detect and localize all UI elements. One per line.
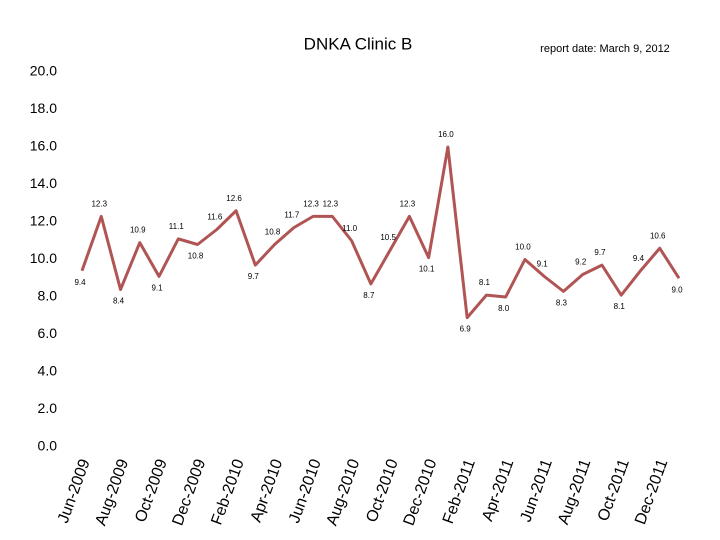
data-label: 8.4 [113, 297, 125, 306]
data-label: 12.3 [323, 199, 339, 208]
data-label: 12.3 [400, 199, 416, 208]
data-label: 8.1 [479, 278, 491, 287]
data-label: 12.3 [303, 199, 319, 208]
data-label: 9.4 [74, 278, 86, 287]
y-tick-label: 10.0 [30, 250, 57, 266]
data-label: 10.0 [515, 243, 531, 252]
x-tick-label: Feb-2011 [440, 457, 479, 526]
x-tick-label: Aug-2010 [324, 457, 364, 528]
data-label: 11.1 [169, 222, 185, 231]
data-label: 8.7 [363, 291, 375, 300]
data-label: 10.6 [650, 231, 666, 240]
y-tick-label: 2.0 [38, 400, 58, 416]
y-tick-label: 4.0 [38, 363, 58, 379]
x-tick-label: Feb-2010 [208, 457, 247, 527]
y-tick-label: 18.0 [30, 100, 57, 116]
x-tick-label: Apr-2010 [248, 457, 287, 525]
x-tick-label: Dec-2011 [632, 457, 671, 527]
y-tick-label: 20.0 [30, 63, 57, 79]
x-tick-label: Apr-2011 [479, 457, 517, 524]
data-label: 8.1 [614, 302, 626, 311]
data-label: 9.7 [248, 272, 260, 281]
data-label: 8.0 [498, 304, 510, 313]
x-tick-label: Oct-2010 [363, 457, 402, 525]
data-label: 10.8 [265, 228, 281, 237]
data-label: 10.1 [419, 265, 435, 274]
x-tick-label: Jun-2010 [286, 457, 325, 526]
x-tick-label: Dec-2009 [170, 457, 210, 528]
y-tick-label: 12.0 [30, 213, 57, 229]
data-label: 10.5 [380, 233, 396, 242]
data-label: 12.6 [226, 194, 242, 203]
x-tick-label: Oct-2009 [132, 457, 171, 525]
chart-title: DNKA Clinic B [304, 34, 413, 53]
x-tick-label: Jun-2009 [55, 457, 94, 526]
x-tick-label: Aug-2011 [555, 457, 594, 527]
data-label: 9.1 [151, 283, 163, 292]
x-tick-label: Jun-2011 [518, 457, 556, 524]
data-label: 11.0 [342, 224, 358, 233]
chart-subtitle: report date: March 9, 2012 [540, 43, 670, 55]
data-label: 9.7 [594, 248, 606, 257]
data-label: 16.0 [438, 130, 454, 139]
y-tick-label: 14.0 [30, 175, 57, 191]
data-label: 10.8 [188, 252, 204, 261]
series-line [80, 145, 681, 320]
data-label: 9.2 [575, 258, 587, 267]
data-label: 11.6 [207, 213, 223, 222]
y-tick-label: 8.0 [38, 288, 58, 304]
y-tick-label: 6.0 [38, 325, 58, 341]
y-tick-label: 0.0 [38, 438, 58, 454]
data-label: 8.3 [556, 298, 568, 307]
data-label: 9.0 [671, 285, 683, 294]
data-label: 11.7 [284, 211, 300, 220]
data-label: 6.9 [460, 325, 472, 334]
data-label: 9.4 [633, 254, 645, 263]
x-tick-label: Aug-2009 [93, 457, 133, 528]
x-tick-label: Oct-2011 [595, 457, 633, 524]
data-label: 10.9 [130, 226, 146, 235]
data-label: 12.3 [91, 199, 107, 208]
data-label: 9.1 [537, 259, 549, 268]
x-tick-label: Dec-2010 [401, 457, 441, 528]
y-tick-label: 16.0 [30, 138, 57, 154]
